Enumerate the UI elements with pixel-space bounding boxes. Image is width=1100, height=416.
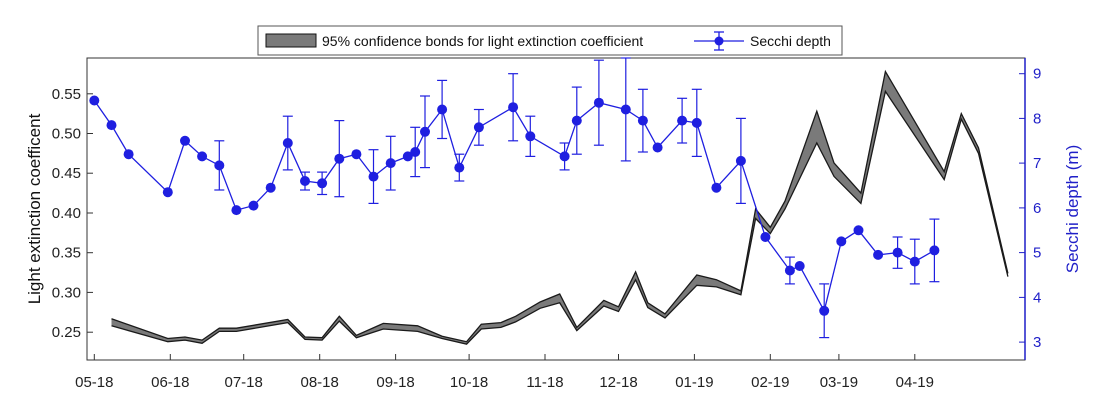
secchi-point [402,151,413,162]
secchi-point [410,147,421,157]
secchi-point [593,97,604,108]
right-y-tick-label: 6 [1033,200,1041,217]
x-tick-label: 05-18 [75,374,113,391]
left-y-axis: 0.25 0.30 0.35 0.40 0.45 0.50 0.55 [52,86,93,341]
secchi-point [637,115,648,126]
secchi-point [454,162,465,173]
secchi-point [300,176,310,186]
confidence-band-layer [111,69,1009,345]
right-axis-title: Secchi depth (m) [1063,145,1082,274]
secchi-point [351,149,362,160]
x-tick-label: 07-18 [225,374,263,391]
right-y-tick-label: 7 [1033,155,1041,172]
secchi-depth-layer [89,57,940,339]
legend-secchi-swatch [694,31,744,51]
secchi-point [248,200,259,211]
secchi-point [929,245,940,256]
confidence-band-lower [111,89,1009,345]
x-tick-label: 03-19 [820,374,858,391]
legend-label-band: 95% confidence bonds for light extinctio… [322,33,643,49]
x-tick-label: 01-19 [675,374,713,391]
secchi-point [197,151,208,162]
right-y-tick-label: 5 [1033,245,1041,262]
secchi-point [735,155,746,166]
right-y-tick-label: 9 [1033,66,1041,83]
x-tick-label: 10-18 [450,374,488,391]
secchi-point [368,171,379,182]
x-tick-label: 11-18 [526,374,563,391]
secchi-point [571,115,582,126]
legend-box [257,25,843,56]
secchi-point [162,187,173,198]
left-y-tick-label: 0.25 [52,324,81,341]
secchi-point [892,247,903,258]
left-y-tick-label: 0.35 [52,245,81,262]
secchi-point [214,160,225,171]
left-y-tick-label: 0.55 [52,86,81,103]
secchi-point [794,261,805,271]
secchi-point [711,182,722,193]
secchi-point [508,102,519,113]
secchi-point [620,104,631,115]
x-tick-label: 06-18 [151,374,189,391]
secchi-point [282,138,293,148]
secchi-point [873,249,884,260]
x-tick-label: 04-19 [896,374,934,391]
secchi-point [760,232,771,242]
x-tick-label: 09-18 [376,374,414,391]
legend-band-swatch [265,33,317,48]
secchi-point [420,126,430,137]
right-y-axis: 3 4 5 6 7 8 9 [1019,58,1041,360]
secchi-point [853,225,864,236]
plot-area [86,57,1026,361]
x-tick-label: 02-19 [751,374,789,391]
secchi-point [89,95,100,106]
legend: 95% confidence bonds for light extinctio… [257,25,843,56]
secchi-point [334,153,345,164]
right-y-tick-label: 3 [1033,334,1041,351]
left-y-tick-label: 0.45 [52,165,81,182]
confidence-band-upper [111,69,1009,343]
left-axis-title: Light extinction coefficent [25,113,44,304]
secchi-point [677,115,688,126]
x-tick-label: 08-18 [301,374,339,391]
secchi-point [473,122,484,133]
x-axis: 05-18 06-18 07-18 08-18 09-18 10-18 11-18 12-18… [75,354,934,391]
secchi-point [231,205,242,216]
secchi-point [784,265,795,276]
right-y-tick-label: 8 [1033,110,1041,127]
secchi-point [525,131,536,142]
right-y-tick-label: 4 [1033,289,1041,306]
secchi-point [691,117,702,128]
secchi-point [106,120,117,131]
secchi-point [317,178,328,189]
left-y-tick-label: 0.30 [52,284,81,301]
secchi-point [123,149,134,160]
secchi-point [180,135,190,146]
secchi-point [385,158,396,169]
secchi-point [265,182,276,193]
left-y-tick-label: 0.40 [52,205,81,222]
left-y-tick-label: 0.50 [52,126,81,143]
secchi-point [909,256,920,267]
secchi-point [437,104,448,115]
secchi-point [652,142,663,153]
secchi-point [836,236,847,247]
secchi-point [559,151,570,162]
legend-label-secchi: Secchi depth [750,33,831,49]
x-tick-label: 12-18 [599,374,637,391]
secchi-point [819,305,830,316]
